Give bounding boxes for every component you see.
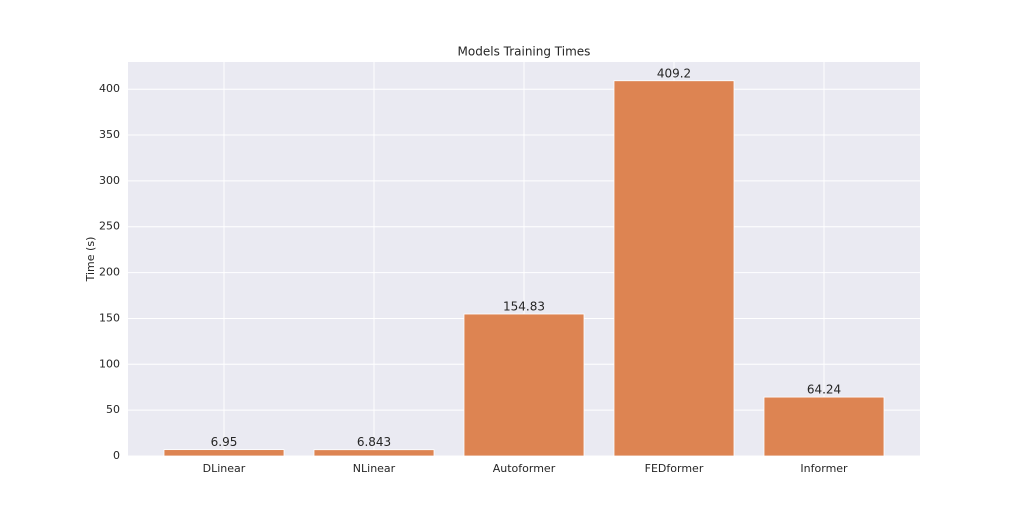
value-label: 64.24 bbox=[807, 383, 841, 397]
bar bbox=[763, 396, 885, 457]
y-tick-label: 100 bbox=[99, 357, 120, 370]
value-label: 409.2 bbox=[657, 66, 691, 80]
y-tick-label: 0 bbox=[113, 449, 120, 462]
y-tick-label: 400 bbox=[99, 82, 120, 95]
value-label: 154.83 bbox=[503, 300, 545, 314]
x-tick-label: Autoformer bbox=[493, 462, 556, 475]
x-tick-label: FEDformer bbox=[645, 462, 704, 475]
y-tick-label: 200 bbox=[99, 266, 120, 279]
x-tick-label: NLinear bbox=[353, 462, 396, 475]
x-tick-label: DLinear bbox=[203, 462, 246, 475]
chart-title: Models Training Times bbox=[458, 45, 591, 59]
bar bbox=[613, 80, 735, 457]
bar bbox=[313, 449, 435, 457]
bar bbox=[163, 449, 285, 457]
bar bbox=[463, 313, 585, 457]
y-tick-label: 150 bbox=[99, 311, 120, 324]
y-axis-label: Time (s) bbox=[84, 237, 97, 283]
y-tick-label: 300 bbox=[99, 174, 120, 187]
value-label: 6.843 bbox=[357, 435, 391, 449]
y-tick-label: 250 bbox=[99, 220, 120, 233]
value-label: 6.95 bbox=[211, 435, 238, 449]
x-tick-label: Informer bbox=[800, 462, 848, 475]
y-tick-label: 50 bbox=[106, 403, 120, 416]
y-tick-label: 350 bbox=[99, 128, 120, 141]
